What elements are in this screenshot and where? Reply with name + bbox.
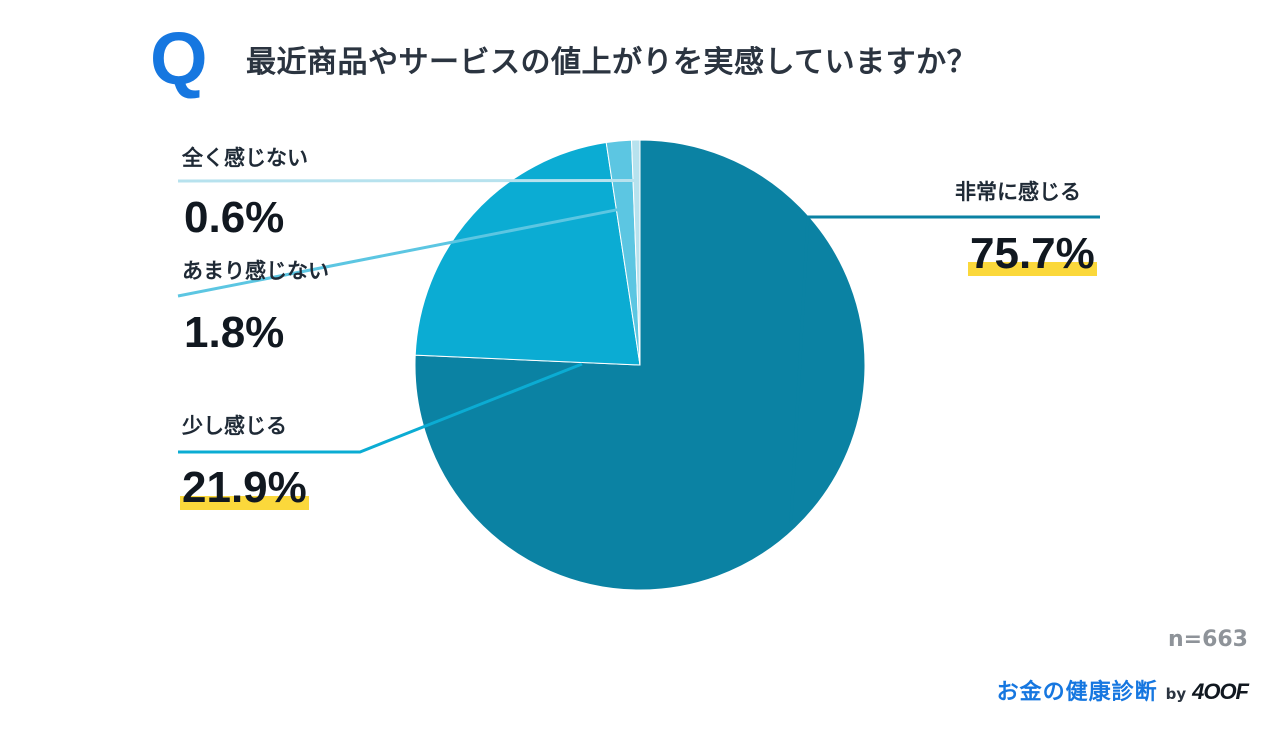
chart-title: 最近商品やサービスの値上がりを実感していますか？ bbox=[246, 45, 978, 80]
leader-line-not-much bbox=[177, 206, 626, 298]
slice-somewhat bbox=[414, 141, 641, 366]
label-name-not-at-all: 全く感じない bbox=[182, 146, 308, 170]
label-value-not-at-all: 0.6% bbox=[184, 193, 285, 242]
sample-size: n=663 bbox=[1167, 627, 1248, 652]
label-value-very-much: 75.7% bbox=[968, 229, 1097, 278]
brand-by: by bbox=[1165, 685, 1187, 703]
chart-header: Q 最近商品やサービスの値上がりを実感していますか？ bbox=[150, 22, 977, 96]
label-value-somewhat: 21.9% bbox=[180, 463, 309, 512]
label-name-very-much: 非常に感じる bbox=[955, 180, 1081, 204]
slice-very-much bbox=[414, 139, 866, 591]
q-mark-icon: Q bbox=[150, 17, 208, 100]
brand-logo: お金の健康診断 by 4OOF bbox=[996, 674, 1249, 706]
label-value-not-much: 1.8% bbox=[184, 308, 285, 357]
leader-line-somewhat bbox=[178, 362, 583, 454]
label-name-not-much: あまり感じない bbox=[182, 259, 329, 283]
slice-not-at-all bbox=[631, 139, 641, 366]
label-name-somewhat: 少し感じる bbox=[182, 414, 287, 438]
leader-line-very-much bbox=[789, 215, 1100, 523]
company-logo: 4OOF bbox=[1192, 679, 1249, 704]
brand-name: お金の健康診断 bbox=[996, 680, 1158, 705]
